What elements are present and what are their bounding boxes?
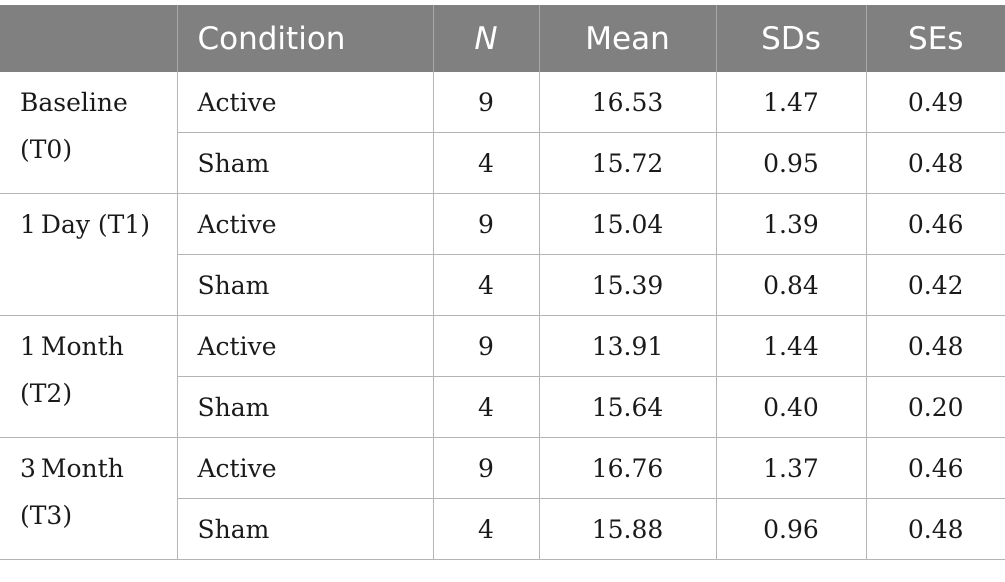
table-row: Baseline (T0) Active 9 16.53 1.47 0.49: [0, 72, 1005, 194]
n-cell: 9: [433, 437, 540, 499]
se-cell: 0.46: [866, 437, 1005, 499]
se-cell: 0.42: [866, 254, 1005, 316]
condition-cell: Sham: [177, 498, 434, 560]
time-point-line1: 3 Month: [20, 454, 124, 483]
sd-cell: 0.96: [716, 498, 867, 560]
condition-cell: Sham: [177, 254, 434, 316]
table-row: Sham 4 15.88 0.96 0.48: [0, 498, 1005, 560]
header-ses: SEs: [866, 5, 1005, 72]
n-cell: 9: [433, 315, 540, 377]
condition-cell: Active: [177, 437, 434, 499]
condition-cell: Active: [177, 315, 434, 377]
sd-cell: 0.95: [716, 132, 867, 194]
sd-cell: 1.37: [716, 437, 867, 499]
mean-cell: 15.64: [539, 376, 717, 438]
header-n: N: [433, 5, 540, 72]
header-mean: Mean: [539, 5, 717, 72]
time-point-line2: (T3): [20, 501, 73, 530]
header-sds: SDs: [716, 5, 867, 72]
n-cell: 4: [433, 132, 540, 194]
table-body: Baseline (T0) Active 9 16.53 1.47 0.49 S…: [0, 72, 1005, 560]
condition-cell: Sham: [177, 376, 434, 438]
mean-cell: 13.91: [539, 315, 717, 377]
condition-cell: Active: [177, 193, 434, 255]
n-cell: 4: [433, 498, 540, 560]
n-cell: 9: [433, 72, 540, 133]
time-point-cell: Baseline (T0): [0, 72, 178, 194]
mean-cell: 15.88: [539, 498, 717, 560]
n-cell: 4: [433, 254, 540, 316]
se-cell: 0.48: [866, 132, 1005, 194]
header-row: Condition N Mean SDs SEs: [0, 5, 1005, 72]
sd-cell: 1.47: [716, 72, 867, 133]
se-cell: 0.46: [866, 193, 1005, 255]
mean-cell: 15.39: [539, 254, 717, 316]
mean-cell: 15.72: [539, 132, 717, 194]
sd-cell: 0.40: [716, 376, 867, 438]
time-point-line1: 1 Day (T1): [20, 210, 151, 239]
condition-cell: Active: [177, 72, 434, 133]
mean-cell: 16.53: [539, 72, 717, 133]
time-point-cell: 1 Day (T1): [0, 193, 178, 316]
header-condition: Condition: [177, 5, 434, 72]
se-cell: 0.49: [866, 72, 1005, 133]
sd-cell: 0.84: [716, 254, 867, 316]
table-row: 1 Day (T1) Active 9 15.04 1.39 0.46: [0, 193, 1005, 316]
time-point-cell: 3 Month (T3): [0, 437, 178, 560]
table-row: 3 Month (T3) Active 9 16.76 1.37 0.46: [0, 437, 1005, 560]
time-point-line1: 1 Month: [20, 332, 124, 361]
time-point-line2: (T2): [20, 379, 73, 408]
n-cell: 4: [433, 376, 540, 438]
sd-cell: 1.44: [716, 315, 867, 377]
n-cell: 9: [433, 193, 540, 255]
time-point-line1: Baseline: [20, 88, 128, 117]
mean-cell: 15.04: [539, 193, 717, 255]
table-row: 1 Month (T2) Active 9 13.91 1.44 0.48: [0, 315, 1005, 438]
time-point-cell: 1 Month (T2): [0, 315, 178, 438]
time-point-line2: (T0): [20, 135, 73, 164]
table-row: Sham 4 15.72 0.95 0.48: [0, 132, 1005, 194]
se-cell: 0.48: [866, 498, 1005, 560]
header-time: [0, 5, 178, 72]
se-cell: 0.48: [866, 315, 1005, 377]
se-cell: 0.20: [866, 376, 1005, 438]
table-row: Sham 4 15.39 0.84 0.42: [0, 254, 1005, 316]
condition-cell: Sham: [177, 132, 434, 194]
results-table: Condition N Mean SDs SEs Baseline (T0) A…: [0, 5, 1005, 560]
table-header: Condition N Mean SDs SEs: [0, 5, 1005, 72]
sd-cell: 1.39: [716, 193, 867, 255]
table-row: Sham 4 15.64 0.40 0.20: [0, 376, 1005, 438]
mean-cell: 16.76: [539, 437, 717, 499]
